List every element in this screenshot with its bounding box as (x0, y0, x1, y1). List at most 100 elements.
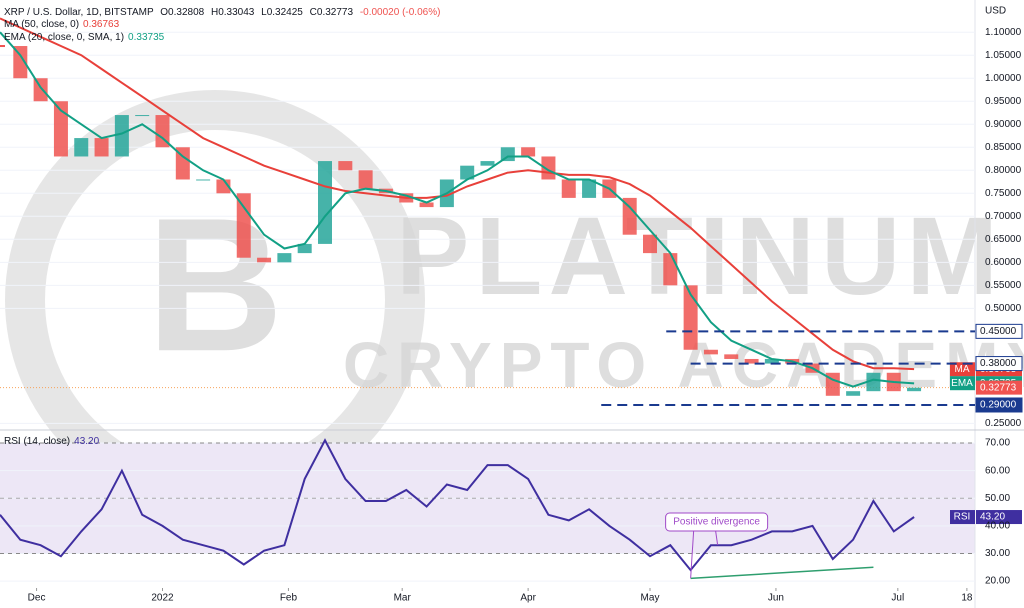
x-tick-label: 2022 (151, 593, 174, 604)
candle (622, 197, 637, 235)
legend-name: EMA (20, close, 0, SMA, 1) (4, 32, 124, 43)
value-tag-label: 43.20 (980, 512, 1005, 523)
candle (155, 115, 170, 148)
level-tag (975, 356, 1023, 372)
candle (257, 257, 272, 263)
candle (419, 202, 434, 208)
candle (561, 179, 576, 198)
candle (480, 161, 495, 166)
header: XRP / U.S. Dollar, 1D, BITSTAMP O0.32808… (4, 7, 440, 18)
candle (866, 372, 881, 392)
level-label: 0.45000 (980, 326, 1017, 337)
candle (846, 391, 861, 396)
level-label: 0.29000 (980, 400, 1017, 411)
open: O0.32808 (160, 7, 204, 18)
tag-label: EMA (951, 378, 973, 389)
candle (94, 138, 109, 157)
rsi-title: RSI (14, close) (4, 436, 70, 447)
y-tick-label: 0.50000 (985, 303, 1022, 314)
candle (338, 161, 353, 171)
candle (764, 358, 779, 364)
y-tick-label: 0.65000 (985, 234, 1022, 245)
x-tick-label: May (641, 593, 660, 604)
candle (33, 78, 48, 102)
candle (196, 179, 211, 181)
level-tag (975, 323, 1023, 339)
candle (53, 101, 68, 157)
value-tag (976, 510, 1022, 525)
y-tick-label: 1.00000 (985, 73, 1022, 84)
candle (13, 46, 28, 79)
value-tag-label: 0.32773 (980, 382, 1017, 393)
y-tick-label: 40.00 (985, 521, 1010, 532)
change: -0.00020 (-0.06%) (360, 7, 441, 18)
candle (582, 179, 597, 198)
legend-value: 0.33735 (128, 32, 165, 43)
indicator-line (0, 31, 915, 388)
candle (521, 147, 536, 157)
y-tick-label: 0.95000 (985, 96, 1022, 107)
legend-value: 0.36763 (83, 19, 120, 30)
symbol: XRP / U.S. Dollar, 1D, BITSTAMP (4, 7, 154, 18)
candle (663, 253, 678, 286)
tag-box (950, 510, 975, 525)
annotation-text: Positive divergence (673, 517, 760, 528)
y-tick-label: 50.00 (985, 493, 1010, 504)
y-tick-label: 1.05000 (985, 50, 1022, 61)
x-tick-label: Jul (891, 593, 904, 604)
candle (643, 234, 657, 254)
y-tick-label: 0.55000 (985, 280, 1022, 291)
candle (744, 358, 759, 364)
divergence-line (690, 566, 874, 580)
x-tick-label: Feb (280, 593, 298, 604)
candle (724, 354, 739, 359)
candle (74, 138, 89, 157)
legend-entry: EMA (20, close, 0, SMA, 1) 0.33735 (4, 32, 165, 43)
legend-name: MA (50, close, 0) (4, 19, 79, 30)
y-tick-label: 20.00 (985, 576, 1010, 587)
rsi-value: 43.20 (74, 436, 99, 447)
watermark-text: PLATINUM (396, 195, 1004, 318)
watermark: B PLATINUM CRYPTO ACADEMY (5, 90, 1024, 510)
y-tick-label: 0.25000 (985, 418, 1022, 429)
tag-box (950, 376, 975, 391)
candle (236, 193, 251, 258)
y-tick-label: 70.00 (985, 438, 1010, 449)
y-tick-label: 0.60000 (985, 257, 1022, 268)
annotation-pointer (715, 530, 719, 546)
candle (318, 161, 332, 244)
tag-box (950, 362, 975, 377)
candle (500, 147, 515, 162)
candle (703, 349, 718, 355)
x-tick-label: Dec (28, 593, 46, 604)
candle (175, 147, 190, 180)
x-tick-label: Mar (394, 593, 412, 604)
x-tick-label: Jun (768, 593, 784, 604)
x-tick-label: Apr (520, 593, 536, 604)
y-tick-label: 0.90000 (985, 119, 1022, 130)
high: H0.33043 (211, 7, 255, 18)
y-tick-label: 30.00 (985, 548, 1010, 559)
y-tick-label: 0.85000 (985, 142, 1022, 153)
candle (683, 285, 698, 350)
candle (277, 253, 292, 263)
tag-label: RSI (954, 512, 971, 523)
value-tag (976, 380, 1022, 395)
x-tick-label: 18 (961, 593, 973, 604)
annotation-box (665, 512, 769, 532)
annotation-pointer (690, 530, 695, 579)
candle (135, 115, 150, 117)
y-tick-label: 0.70000 (985, 211, 1022, 222)
candle (114, 115, 129, 157)
candle (460, 165, 475, 180)
level-label: 0.38000 (980, 358, 1017, 369)
watermark-text: CRYPTO ACADEMY (343, 329, 1024, 401)
candle (297, 243, 312, 254)
candle (907, 387, 922, 392)
close: C0.32773 (310, 7, 354, 18)
rsi-legend: RSI (14, close) 43.20 (4, 436, 100, 447)
candle (358, 170, 373, 189)
y-tick-label: 1.10000 (985, 27, 1022, 38)
